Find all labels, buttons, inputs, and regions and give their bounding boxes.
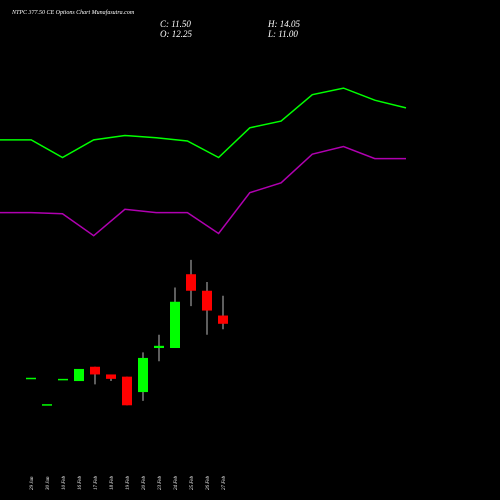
line-series (0, 87, 407, 159)
x-tick-label: 27 Feb (222, 475, 227, 490)
x-tick-label: 20 Feb (142, 475, 147, 490)
x-tick-label: 29 Jan (30, 476, 35, 490)
ohlc-close: C: 11.50 (160, 19, 191, 29)
x-tick-label: 10 Feb (62, 475, 67, 490)
x-tick-label: 18 Feb (110, 475, 115, 490)
candle-body (218, 315, 228, 324)
candle-body (138, 357, 148, 393)
x-tick-label: 25 Feb (190, 475, 195, 490)
candle-body (90, 366, 100, 375)
x-tick-label: 16 Feb (78, 475, 83, 490)
candle-body (202, 290, 212, 311)
ohlc-high: H: 14.05 (267, 19, 300, 29)
x-tick-label: 17 Feb (94, 475, 99, 490)
x-tick-label: 19 Feb (126, 475, 131, 490)
candle-body (186, 274, 196, 291)
x-tick-label: 30 Jan (46, 476, 51, 490)
candle-body (58, 378, 68, 381)
candle-body (106, 374, 116, 379)
candle-body (122, 376, 132, 406)
x-tick-label: 26 Feb (206, 475, 211, 490)
chart-title: NTPC 377.50 CE Options Chart Munafasutra… (11, 9, 135, 16)
candle-body (42, 404, 52, 406)
candle-body (74, 368, 84, 382)
candle-body (170, 301, 180, 349)
x-tick-label: 24 Feb (174, 475, 179, 490)
line-series (0, 145, 406, 237)
candle-body (26, 377, 36, 380)
ohlc-open: O: 12.25 (160, 29, 192, 39)
ohlc-low: L: 11.00 (267, 29, 298, 39)
x-tick-label: 23 Feb (158, 475, 163, 490)
candle-body (154, 345, 164, 349)
